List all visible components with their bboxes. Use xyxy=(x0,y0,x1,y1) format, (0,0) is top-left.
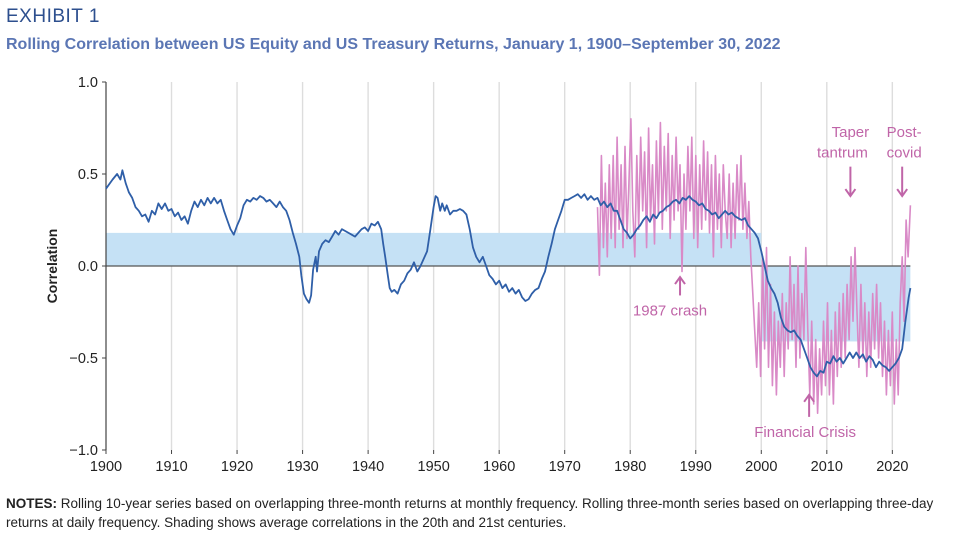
x-tick-label-1990: 1990 xyxy=(680,459,712,475)
y-tick-label-4: −1.0 xyxy=(69,443,98,459)
average-correlation-shading xyxy=(106,232,911,342)
notes: NOTES: Rolling 10-year series based on o… xyxy=(6,494,946,532)
notes-label: NOTES: xyxy=(6,496,58,511)
x-tick-label-1930: 1930 xyxy=(286,459,318,475)
shading-20th-century xyxy=(106,232,762,266)
y-tick-label-2: 0.0 xyxy=(78,259,98,275)
notes-text: Rolling 10-year series based on overlapp… xyxy=(6,496,934,530)
x-tick-label-1940: 1940 xyxy=(352,459,384,475)
annotation-financial-crisis: Financial Crisis xyxy=(754,424,856,441)
annotation-postcovid-line-1: Post- xyxy=(887,124,922,141)
annotations: 1987 crash Financial Crisis Taper tantrum Po… xyxy=(633,124,922,441)
y-tick-label-3: −0.5 xyxy=(69,351,98,367)
x-tick-label-1900: 1900 xyxy=(90,459,122,475)
y-axis-label: Correlation xyxy=(44,229,60,304)
crash-1987-arrow-head xyxy=(674,275,686,285)
x-tick-label-2000: 2000 xyxy=(745,459,777,475)
annotation-taper-line-2: tantrum xyxy=(817,144,868,161)
series-3-month-line xyxy=(596,118,912,414)
x-tick-label-1980: 1980 xyxy=(614,459,646,475)
x-tick-label-2020: 2020 xyxy=(876,459,908,475)
x-tick-label-1970: 1970 xyxy=(549,459,581,475)
series-lines xyxy=(105,118,912,414)
annotation-taper-line-1: Taper xyxy=(832,124,870,141)
taper-tantrum-arrow-head xyxy=(844,188,857,198)
x-tick-label-1960: 1960 xyxy=(483,459,515,475)
post-covid-arrow-head xyxy=(896,188,908,198)
annotation-postcovid-line-2: covid xyxy=(887,144,922,161)
x-tick-label-1910: 1910 xyxy=(155,459,187,475)
financial-crisis-arrow-head xyxy=(803,393,815,403)
y-tick-label-0: 1.0 xyxy=(78,75,98,91)
annotation-1987-crash: 1987 crash xyxy=(633,302,707,319)
axis-ticks: 1900 1910 1920 1930 1940 1950 1960 1970 1980 1990… xyxy=(69,75,908,475)
x-tick-label-1950: 1950 xyxy=(418,459,450,475)
x-tick-label-1920: 1920 xyxy=(221,459,253,475)
correlation-chart: 1900 1910 1920 1930 1940 1950 1960 1970 1980 1990… xyxy=(44,75,922,475)
y-tick-label-1: 0.5 xyxy=(78,167,98,183)
chart-title: Rolling Correlation between US Equity an… xyxy=(6,36,781,53)
x-tick-label-2010: 2010 xyxy=(811,459,843,475)
exhibit-label: EXHIBIT 1 xyxy=(6,6,100,27)
series-10-year-line xyxy=(105,169,912,378)
